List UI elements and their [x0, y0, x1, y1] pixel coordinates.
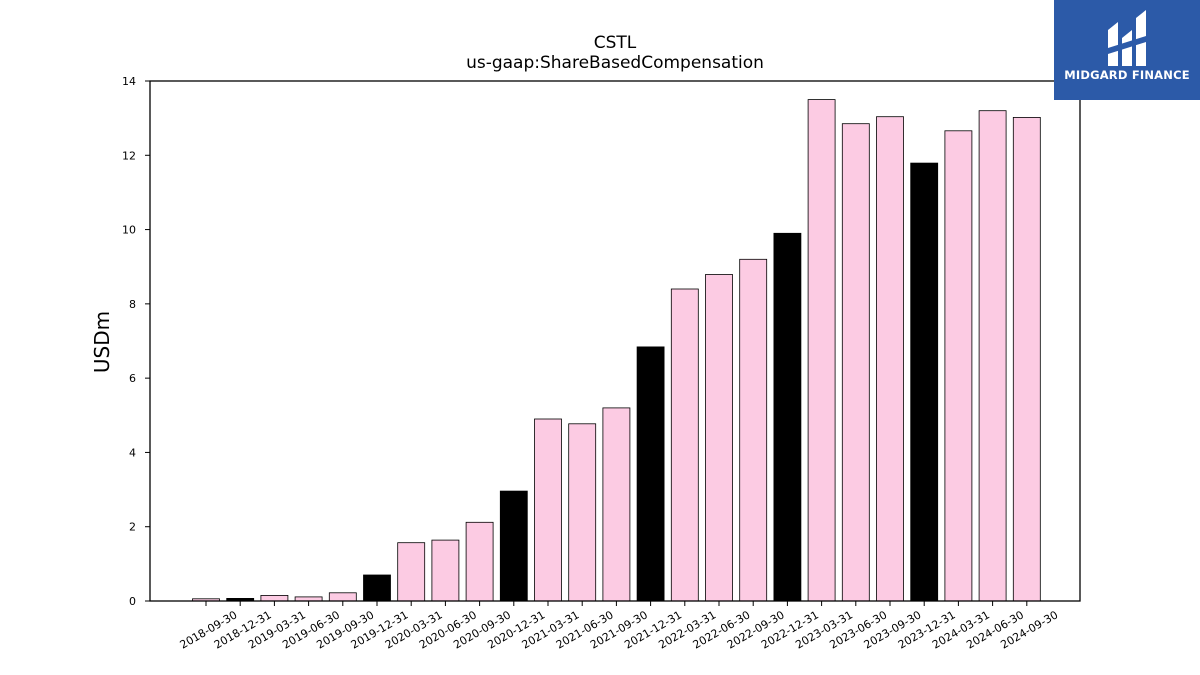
plot-frame: [149, 80, 1081, 602]
bar-2019-03-31: [260, 595, 289, 602]
bar-2020-06-30: [431, 539, 460, 602]
y-tick-label: 12: [122, 149, 136, 162]
x-ticks-group: 2018-09-302018-12-312019-03-312019-06-30…: [178, 601, 1060, 652]
y-tick-label: 10: [122, 224, 136, 237]
y-ticks-group: 0 2 4 6 8 10 12 14: [122, 75, 150, 608]
chart-subtitle: us-gaap:ShareBasedCompensation: [466, 53, 764, 73]
bar-2022-12-31: [773, 232, 802, 602]
midgard-finance-logo: MIDGARD FINANCE: [1054, 0, 1200, 100]
logo-text: MIDGARD FINANCE: [1064, 68, 1190, 82]
bar-2021-09-30: [602, 407, 631, 602]
bar-2019-09-30: [328, 592, 357, 602]
y-tick-label: 4: [129, 446, 136, 459]
bar-2023-06-30: [841, 123, 870, 602]
y-tick-label: 8: [129, 298, 136, 311]
bar-2024-09-30: [1012, 117, 1041, 602]
bar-2022-09-30: [739, 258, 768, 602]
bar-2020-12-31: [499, 490, 528, 602]
bar-2022-06-30: [705, 274, 733, 602]
midgard-logo-icon: [1108, 10, 1146, 66]
y-axis-label: USDm: [90, 311, 114, 373]
bar-2024-06-30: [978, 110, 1007, 602]
bar-2019-12-31: [363, 574, 391, 602]
chart-title: CSTL: [594, 33, 637, 53]
bar-2021-06-30: [568, 423, 597, 602]
bar-2023-03-31: [807, 99, 836, 602]
bar-2023-12-31: [910, 162, 939, 602]
bar-2022-03-31: [670, 288, 699, 602]
y-tick-label: 6: [129, 372, 136, 385]
bar-2020-03-31: [397, 542, 426, 602]
y-tick-label: 14: [122, 75, 136, 88]
bar-2021-03-31: [534, 418, 562, 602]
bar-2021-12-31: [636, 346, 665, 602]
bar-2020-09-30: [465, 521, 494, 602]
bar-2024-03-31: [944, 130, 973, 602]
y-tick-label: 0: [129, 595, 136, 608]
y-tick-label: 2: [129, 521, 136, 534]
bars-group: [192, 99, 1041, 602]
bar-2023-09-30: [876, 116, 904, 602]
